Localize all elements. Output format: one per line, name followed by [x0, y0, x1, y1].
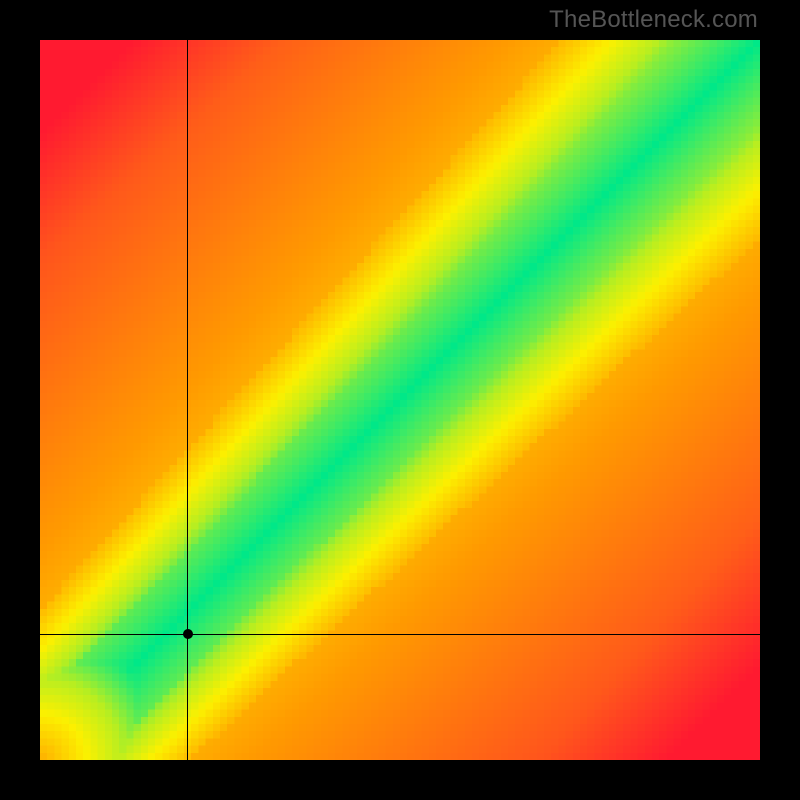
- data-point-marker: [183, 629, 193, 639]
- watermark-text: TheBottleneck.com: [549, 6, 758, 34]
- crosshair-horizontal: [40, 634, 760, 635]
- bottleneck-heatmap: [40, 40, 760, 760]
- crosshair-vertical: [187, 40, 188, 760]
- chart-container: { "watermark": { "text": "TheBottleneck.…: [0, 0, 800, 800]
